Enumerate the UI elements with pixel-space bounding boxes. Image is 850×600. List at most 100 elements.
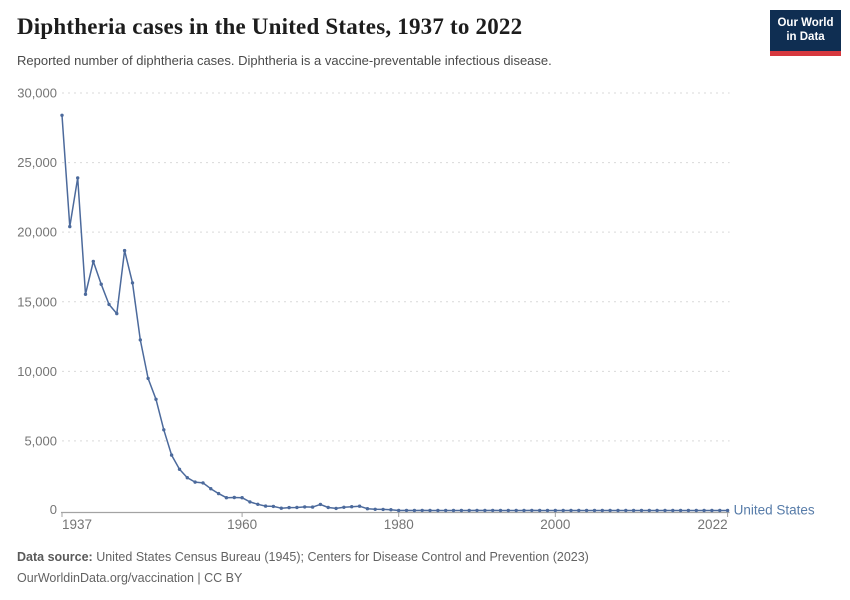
x-axis-tick-label: 1960	[227, 517, 257, 532]
data-point[interactable]	[569, 508, 573, 513]
x-axis-tick-label: 2000	[540, 517, 570, 532]
owid-logo-line2: in Data	[786, 30, 825, 43]
data-point[interactable]	[342, 505, 346, 509]
data-point[interactable]	[350, 505, 354, 509]
data-point[interactable]	[538, 508, 542, 513]
data-point[interactable]	[115, 311, 119, 316]
data-point[interactable]	[420, 508, 424, 513]
data-point[interactable]	[467, 508, 471, 513]
y-axis-tick-label: 10,000	[17, 364, 57, 379]
data-point[interactable]	[475, 508, 479, 513]
data-point[interactable]	[373, 507, 377, 511]
data-point[interactable]	[616, 508, 620, 513]
data-point[interactable]	[694, 508, 698, 513]
data-point[interactable]	[631, 508, 636, 513]
data-point[interactable]	[710, 508, 714, 513]
data-point[interactable]	[279, 506, 283, 510]
data-point[interactable]	[334, 506, 338, 511]
data-point[interactable]	[655, 508, 659, 513]
data-point[interactable]	[530, 508, 534, 513]
data-point[interactable]	[608, 508, 612, 513]
data-point[interactable]	[107, 302, 111, 307]
data-point[interactable]	[232, 495, 236, 500]
data-point[interactable]	[177, 467, 182, 471]
data-point[interactable]	[514, 508, 518, 513]
data-point[interactable]	[83, 292, 88, 296]
data-point[interactable]	[671, 508, 675, 513]
data-point[interactable]	[412, 508, 417, 513]
data-point[interactable]	[122, 248, 127, 253]
data-point[interactable]	[561, 508, 565, 513]
data-point[interactable]	[397, 508, 401, 513]
data-point[interactable]	[216, 491, 221, 496]
x-axis-tick-label: 2022	[698, 517, 728, 532]
data-point[interactable]	[686, 508, 691, 513]
data-point[interactable]	[193, 480, 197, 484]
data-point[interactable]	[639, 508, 644, 513]
data-point[interactable]	[522, 508, 526, 513]
data-point[interactable]	[483, 508, 487, 513]
data-point[interactable]	[209, 487, 213, 491]
data-point[interactable]	[224, 496, 229, 500]
data-point[interactable]	[600, 508, 604, 513]
data-point[interactable]	[381, 507, 385, 512]
data-point[interactable]	[451, 508, 456, 513]
data-point[interactable]	[68, 224, 72, 229]
data-point[interactable]	[491, 508, 495, 513]
data-point[interactable]	[60, 113, 64, 118]
data-point[interactable]	[146, 376, 150, 381]
data-point[interactable]	[76, 176, 80, 180]
data-point[interactable]	[725, 508, 730, 513]
data-point[interactable]	[162, 428, 166, 432]
data-point[interactable]	[310, 505, 315, 509]
data-point[interactable]	[169, 453, 174, 457]
data-point[interactable]	[287, 505, 291, 510]
data-point[interactable]	[91, 259, 96, 264]
data-point[interactable]	[506, 508, 510, 513]
y-axis-tick-label: 0	[50, 502, 57, 517]
data-point[interactable]	[647, 508, 651, 513]
data-point[interactable]	[154, 397, 158, 401]
data-point[interactable]	[404, 508, 409, 513]
data-point[interactable]	[592, 508, 597, 513]
data-point[interactable]	[248, 500, 252, 504]
data-point[interactable]	[365, 507, 370, 511]
data-point[interactable]	[663, 508, 667, 513]
data-point[interactable]	[718, 508, 722, 513]
owid-logo[interactable]: Our World in Data	[770, 10, 841, 56]
data-point[interactable]	[357, 504, 362, 508]
data-point[interactable]	[428, 508, 432, 513]
data-point[interactable]	[303, 505, 307, 509]
license-line: OurWorldinData.org/vaccination | CC BY	[17, 571, 243, 585]
owid-logo-red-bar	[770, 50, 841, 56]
data-point[interactable]	[624, 508, 628, 513]
data-point[interactable]	[702, 508, 706, 513]
data-point[interactable]	[185, 476, 189, 480]
data-point[interactable]	[498, 508, 503, 513]
data-point[interactable]	[389, 508, 393, 512]
data-point[interactable]	[138, 338, 142, 342]
data-point[interactable]	[577, 508, 581, 513]
data-point[interactable]	[584, 508, 589, 513]
data-point[interactable]	[545, 508, 550, 513]
data-point[interactable]	[678, 508, 683, 513]
data-point[interactable]	[318, 502, 323, 507]
data-point[interactable]	[444, 508, 448, 513]
chart-subtitle: Reported number of diphtheria cases. Dip…	[17, 53, 552, 68]
data-point[interactable]	[553, 508, 557, 513]
data-point[interactable]	[130, 281, 135, 285]
data-point[interactable]	[271, 504, 276, 509]
data-point[interactable]	[99, 282, 103, 286]
series-label-united-states[interactable]: United States	[734, 503, 815, 518]
data-point[interactable]	[240, 496, 244, 500]
data-point[interactable]	[263, 504, 268, 508]
data-point[interactable]	[436, 508, 440, 513]
data-point[interactable]	[201, 481, 205, 485]
data-source-line: Data source: United States Census Bureau…	[17, 547, 589, 568]
line-chart-canvas[interactable]: 0 5,000 10,000 15,000 20,000 25,000 30,000 1937…	[0, 0, 850, 540]
data-line-united-states[interactable]	[61, 115, 728, 512]
data-point[interactable]	[326, 505, 330, 510]
data-point[interactable]	[459, 508, 464, 513]
data-point[interactable]	[256, 502, 260, 506]
data-point[interactable]	[295, 505, 299, 510]
